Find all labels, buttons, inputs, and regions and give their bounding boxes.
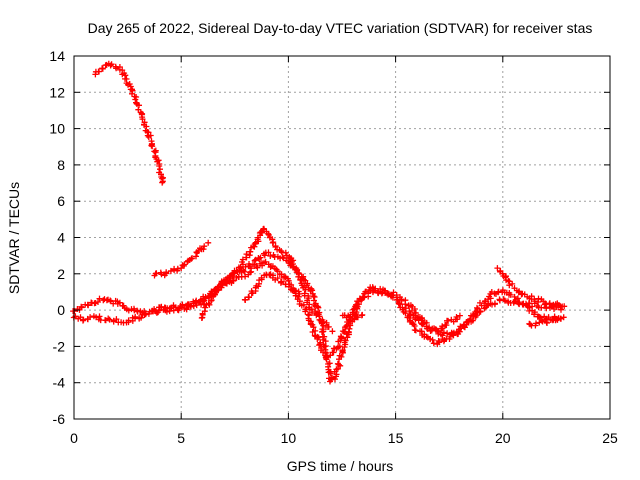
y-tick-label: 14	[49, 48, 65, 64]
y-tick-label: -4	[53, 375, 66, 391]
y-tick-label: 2	[57, 266, 65, 282]
y-tick-label: -2	[53, 338, 66, 354]
series-arc-4	[151, 239, 212, 279]
x-tick-label: 25	[602, 430, 618, 446]
data-point-markers	[526, 315, 564, 329]
series-arc-7	[339, 311, 366, 322]
series-arc-8	[402, 305, 463, 337]
y-tick-label: -6	[53, 411, 66, 427]
data-point-markers	[198, 225, 336, 335]
y-tick-label: 10	[49, 121, 65, 137]
y-tick-label: 0	[57, 302, 65, 318]
data-point-markers	[151, 239, 212, 279]
series-arc-10	[526, 315, 564, 329]
grid	[74, 56, 610, 419]
series-arc-9	[494, 265, 566, 310]
y-tick-label: 4	[57, 230, 65, 246]
data-layer	[70, 60, 568, 385]
data-point-markers	[402, 305, 463, 337]
data-point-markers	[494, 265, 566, 310]
x-tick-label: 10	[281, 430, 297, 446]
series-arc-1	[92, 60, 166, 186]
y-tick-label: 12	[49, 84, 65, 100]
data-point-markers	[92, 60, 166, 186]
y-axis-label: SDTVAR / TECUs	[6, 182, 22, 294]
data-point-markers	[241, 271, 303, 303]
x-tick-label: 5	[177, 430, 185, 446]
x-axis-label: GPS time / hours	[287, 458, 394, 474]
series-arc-6	[241, 271, 303, 303]
data-point-markers	[339, 311, 366, 322]
y-tick-label: 8	[57, 157, 65, 173]
y-axis-ticks: -6 -4 -2 0 2 4 6 8 10 12 14	[49, 48, 610, 427]
x-tick-label: 0	[70, 430, 78, 446]
y-tick-label: 6	[57, 193, 65, 209]
series-arc-5	[198, 225, 336, 335]
x-tick-label: 15	[388, 430, 404, 446]
x-tick-label: 20	[495, 430, 511, 446]
x-axis-ticks: 0 5 10 15 20 25	[70, 56, 618, 446]
chart-title: Day 265 of 2022, Sidereal Day-to-day VTE…	[88, 20, 593, 36]
